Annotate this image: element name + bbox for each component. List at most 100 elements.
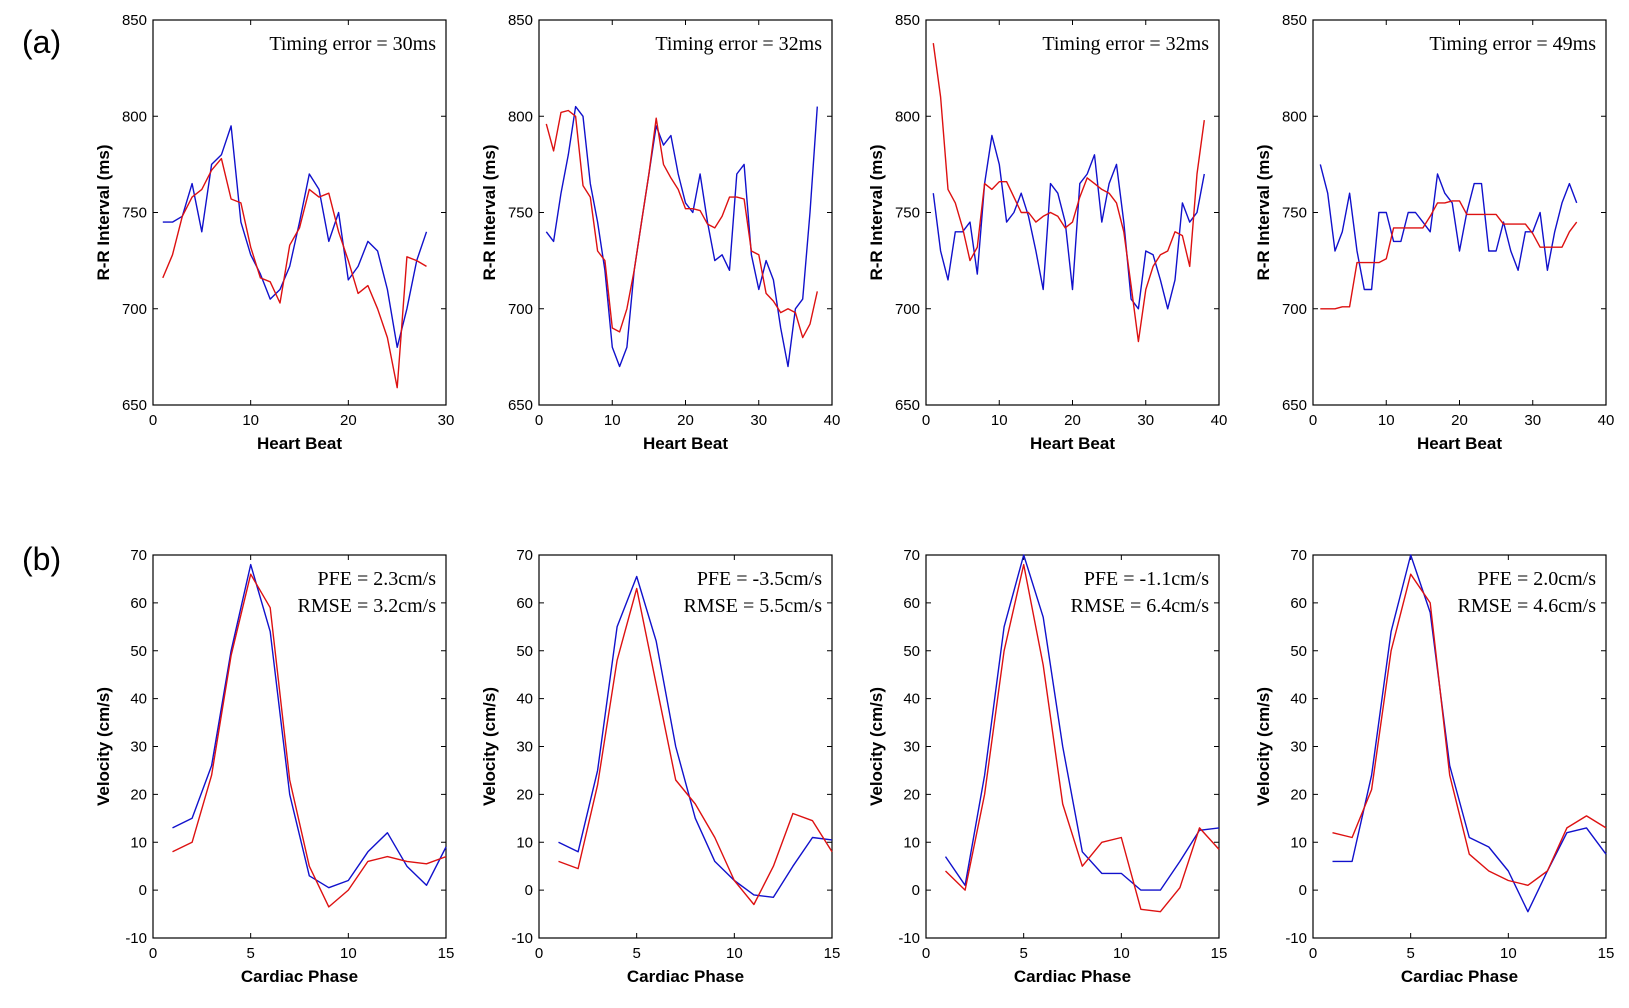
y-axis-label: R-R Interval (ms) <box>94 144 113 280</box>
x-axis-label: Heart Beat <box>1417 434 1502 453</box>
y-tick-label: 750 <box>1282 205 1307 222</box>
x-tick-label: 5 <box>1019 945 1027 962</box>
y-tick-label: 60 <box>516 595 533 612</box>
x-tick-label: 20 <box>340 412 357 429</box>
annotation-text: Timing error = 32ms <box>1042 33 1209 55</box>
y-tick-label: 700 <box>508 301 533 318</box>
y-tick-label: 70 <box>1290 547 1307 564</box>
series-line-blue <box>558 575 833 898</box>
y-tick-label: 850 <box>508 12 533 29</box>
y-tick-label: 40 <box>1290 691 1307 708</box>
x-tick-label: 40 <box>1598 412 1615 429</box>
x-tick-label: 10 <box>1500 945 1517 962</box>
y-axis-label: R-R Interval (ms) <box>480 144 499 280</box>
y-tick-label: 0 <box>139 882 147 899</box>
x-tick-label: 10 <box>1378 412 1395 429</box>
x-tick-label: 30 <box>438 412 455 429</box>
x-tick-label: 10 <box>1113 945 1130 962</box>
x-tick-label: 40 <box>824 412 841 429</box>
x-tick-label: 20 <box>1064 412 1081 429</box>
x-tick-label: 10 <box>991 412 1008 429</box>
y-tick-label: 800 <box>895 108 920 125</box>
x-tick-label: 40 <box>1211 412 1228 429</box>
x-tick-label: 20 <box>1451 412 1468 429</box>
chart-a1: 0 10 20 30 650 700 750 800 850 Heart Beat R-R Inte… <box>94 12 454 453</box>
plot-frame <box>1312 554 1607 939</box>
annotation-text: Timing error = 30ms <box>269 33 436 55</box>
x-axis-label: Cardiac Phase <box>627 967 744 986</box>
y-tick-label: 700 <box>895 301 920 318</box>
y-tick-label: 800 <box>1282 108 1307 125</box>
y-tick-label: 70 <box>903 547 920 564</box>
plot-frame <box>152 554 447 939</box>
x-tick-label: 30 <box>1137 412 1154 429</box>
y-tick-label: -10 <box>898 930 920 947</box>
x-tick-label: 15 <box>1211 945 1228 962</box>
y-tick-label: -10 <box>1285 930 1307 947</box>
y-axis-label: Velocity (cm/s) <box>867 687 886 806</box>
y-tick-label: 0 <box>525 882 533 899</box>
series-line-red <box>1320 200 1578 310</box>
y-tick-label: 50 <box>903 643 920 660</box>
y-tick-label: 750 <box>895 205 920 222</box>
y-tick-label: 30 <box>1290 739 1307 756</box>
x-tick-label: 0 <box>1309 412 1317 429</box>
x-tick-label: 0 <box>535 412 543 429</box>
series-line-red <box>945 563 1220 913</box>
y-axis-label: Velocity (cm/s) <box>1254 687 1273 806</box>
y-tick-label: 650 <box>122 397 147 414</box>
x-tick-label: 5 <box>246 945 254 962</box>
y-tick-label: 60 <box>130 595 147 612</box>
y-tick-label: 750 <box>508 205 533 222</box>
y-tick-label: 750 <box>122 205 147 222</box>
x-tick-label: 10 <box>726 945 743 962</box>
x-tick-label: 10 <box>340 945 357 962</box>
y-tick-label: 60 <box>903 595 920 612</box>
x-axis-label: Heart Beat <box>257 434 342 453</box>
y-tick-label: 20 <box>516 786 533 803</box>
y-tick-label: 30 <box>903 739 920 756</box>
annotation-text: PFE = 2.3cm/s <box>317 568 436 590</box>
y-tick-label: 40 <box>130 691 147 708</box>
panel-label-a: (a) <box>22 24 62 60</box>
annotation-text: RMSE = 6.4cm/s <box>1070 595 1209 617</box>
y-tick-label: 850 <box>1282 12 1307 29</box>
chart-a4: 0 10 20 30 40 650 700 750 800 850 Heart Beat R-R In… <box>1254 12 1614 453</box>
y-tick-label: 50 <box>516 643 533 660</box>
series-line-blue <box>944 554 1220 891</box>
plot-frame <box>152 19 447 406</box>
y-tick-label: 700 <box>122 301 147 318</box>
y-tick-label: 700 <box>1282 301 1307 318</box>
series-line-blue <box>545 105 818 368</box>
series-line-red <box>172 573 447 908</box>
y-axis-label: Velocity (cm/s) <box>94 687 113 806</box>
y-tick-label: 20 <box>1290 786 1307 803</box>
x-tick-label: 0 <box>1309 945 1317 962</box>
y-axis-label: Velocity (cm/s) <box>480 687 499 806</box>
plot-frame <box>1312 19 1607 406</box>
y-tick-label: 0 <box>912 882 920 899</box>
series-line-blue <box>1332 554 1607 913</box>
y-tick-label: 20 <box>903 786 920 803</box>
plot-frame <box>925 19 1220 406</box>
series-line-red <box>558 587 833 906</box>
y-tick-label: 30 <box>516 739 533 756</box>
y-axis-label: R-R Interval (ms) <box>1254 144 1273 280</box>
x-tick-label: 0 <box>149 412 157 429</box>
y-tick-label: 60 <box>1290 595 1307 612</box>
plot-frame <box>925 554 1220 939</box>
annotation-text: PFE = 2.0cm/s <box>1477 568 1596 590</box>
y-tick-label: 40 <box>903 691 920 708</box>
y-tick-label: 850 <box>895 12 920 29</box>
y-tick-label: 10 <box>903 834 920 851</box>
y-tick-label: 40 <box>516 691 533 708</box>
x-axis-label: Cardiac Phase <box>1014 967 1131 986</box>
x-tick-label: 0 <box>149 945 157 962</box>
y-tick-label: 50 <box>1290 643 1307 660</box>
y-axis-label: R-R Interval (ms) <box>867 144 886 280</box>
y-tick-label: 800 <box>508 108 533 125</box>
y-tick-label: -10 <box>125 930 147 947</box>
x-tick-label: 15 <box>1598 945 1615 962</box>
